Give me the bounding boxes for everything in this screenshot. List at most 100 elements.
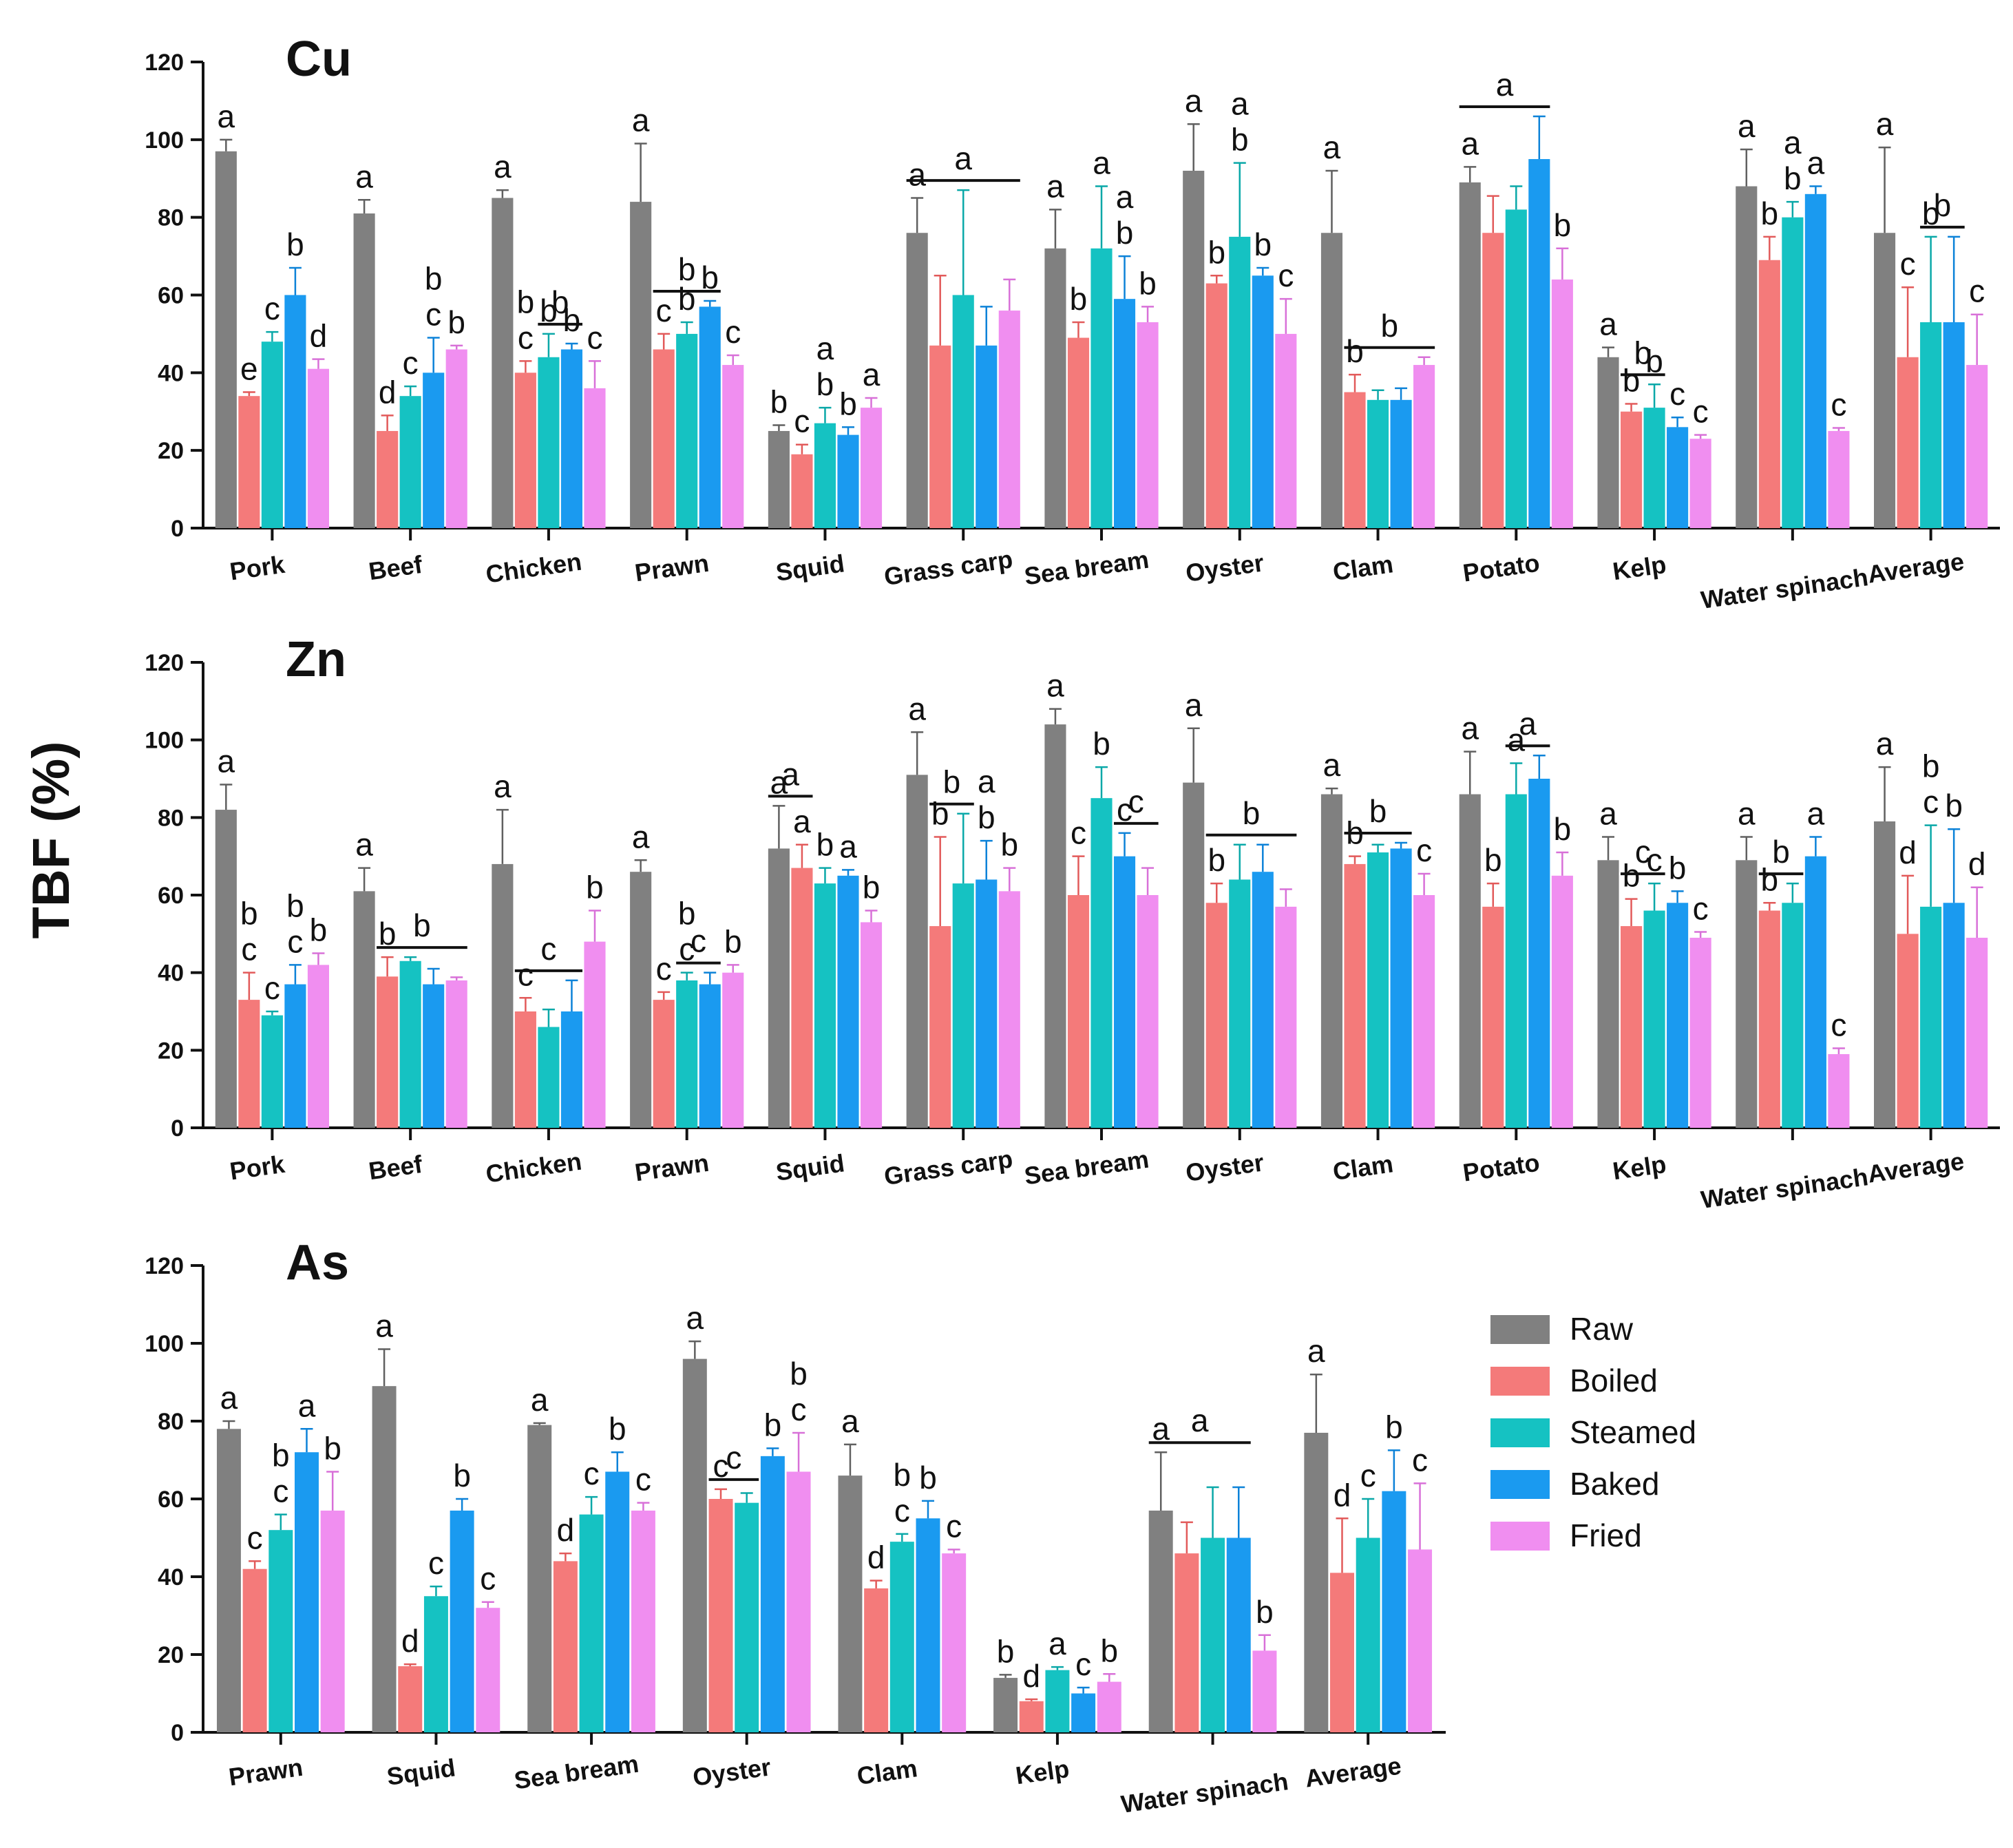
bar	[514, 372, 536, 528]
bar	[1113, 299, 1136, 528]
significance-letter: b	[931, 796, 949, 832]
significance-letter: b	[1139, 265, 1157, 301]
bar	[284, 295, 306, 528]
bar	[906, 233, 928, 528]
significance-letter: a	[1508, 722, 1526, 757]
significance-letter: c	[1693, 394, 1709, 430]
bar	[1758, 910, 1780, 1128]
significance-letter: b	[1243, 795, 1261, 831]
category-label: Water spinach	[1699, 1162, 1870, 1214]
significance-letter: b	[790, 1356, 808, 1392]
bar	[1344, 863, 1366, 1128]
bar	[1643, 910, 1665, 1128]
significance-letter: b	[1623, 362, 1641, 398]
bar	[630, 872, 652, 1128]
bar	[215, 151, 237, 529]
bar	[284, 984, 306, 1128]
bar	[527, 1425, 552, 1732]
bar	[1252, 872, 1274, 1128]
category-label: Oyster	[691, 1752, 773, 1791]
bar	[786, 1471, 811, 1732]
significance-letter: c	[518, 319, 534, 355]
significance-letter: b	[1554, 811, 1572, 847]
significance-letter: b	[678, 281, 696, 317]
significance-letter: c	[635, 1462, 651, 1498]
significance-letter: c	[1278, 258, 1294, 293]
bar	[1174, 1553, 1199, 1732]
bar	[1226, 1537, 1251, 1732]
bar	[476, 1608, 500, 1732]
category-label: Pork	[228, 550, 287, 586]
significance-letter: c	[725, 314, 741, 350]
significance-letter: c	[946, 1508, 962, 1544]
significance-letter: a	[1323, 129, 1341, 165]
bar	[791, 868, 813, 1128]
category-label: Squid	[774, 1148, 846, 1186]
bar	[1873, 233, 1896, 528]
bar	[1019, 1701, 1044, 1732]
significance-letter: b	[240, 896, 258, 932]
category-label: Average	[1866, 547, 1965, 589]
significance-letter: a	[355, 827, 373, 863]
significance-letter: c	[1923, 784, 1939, 820]
y-tick-label: 100	[145, 728, 184, 754]
bar	[631, 1510, 655, 1732]
y-tick-label: 60	[158, 1487, 184, 1513]
significance-letter: a	[908, 156, 926, 192]
bar	[1205, 283, 1227, 528]
significance-letter: a	[1323, 747, 1341, 783]
bar	[1828, 1053, 1850, 1128]
bar	[1044, 724, 1066, 1128]
bar	[1505, 794, 1527, 1128]
significance-letter: c	[1693, 891, 1709, 927]
bar	[1782, 903, 1804, 1128]
bar	[1828, 430, 1850, 528]
significance-letter: b	[1484, 842, 1502, 878]
legend-swatch	[1490, 1367, 1550, 1396]
significance-letter: d	[401, 1623, 419, 1659]
significance-letter: b	[919, 1460, 937, 1495]
significance-letter: c	[1831, 1007, 1846, 1043]
y-tick-label: 0	[171, 1115, 184, 1142]
bar	[1804, 856, 1826, 1128]
significance-letter: c	[264, 291, 280, 326]
bar	[372, 1386, 397, 1732]
y-tick-label: 20	[158, 438, 184, 464]
category-label: Potato	[1461, 549, 1541, 587]
significance-letter: a	[218, 743, 235, 779]
bar	[423, 1596, 448, 1732]
legend-swatch	[1490, 1418, 1550, 1447]
bar	[560, 349, 583, 528]
significance-letter: b	[997, 1633, 1015, 1669]
significance-letter: b	[540, 293, 558, 328]
significance-letter: a	[218, 98, 235, 134]
significance-letter: a	[632, 102, 650, 138]
significance-letter: b	[1256, 1594, 1274, 1630]
panel-title: Cu	[286, 32, 352, 87]
y-tick-label: 120	[145, 650, 184, 676]
legend-label: Steamed	[1570, 1414, 1696, 1450]
significance-letter: a	[355, 158, 373, 194]
bar	[929, 345, 951, 528]
bar	[216, 1429, 241, 1732]
bar	[450, 1510, 474, 1732]
y-tick-label: 80	[158, 1409, 184, 1435]
bar	[1943, 903, 1965, 1128]
bar	[1689, 937, 1711, 1128]
significance-letter: c	[241, 932, 257, 967]
y-tick-label: 100	[145, 127, 184, 154]
category-label: Prawn	[633, 1148, 711, 1187]
significance-letter: c	[894, 1493, 910, 1529]
bar	[1137, 895, 1159, 1128]
significance-letter: a	[1738, 108, 1756, 144]
category-label: Oyster	[1184, 548, 1266, 587]
bar	[929, 926, 951, 1128]
category-label: Prawn	[633, 549, 711, 587]
bar	[952, 883, 974, 1128]
bar	[1597, 357, 1619, 528]
bar	[976, 345, 998, 528]
bar	[942, 1553, 967, 1732]
significance-letter: b	[724, 923, 742, 959]
bar	[760, 1456, 785, 1732]
category-label: Kelp	[1611, 550, 1668, 585]
